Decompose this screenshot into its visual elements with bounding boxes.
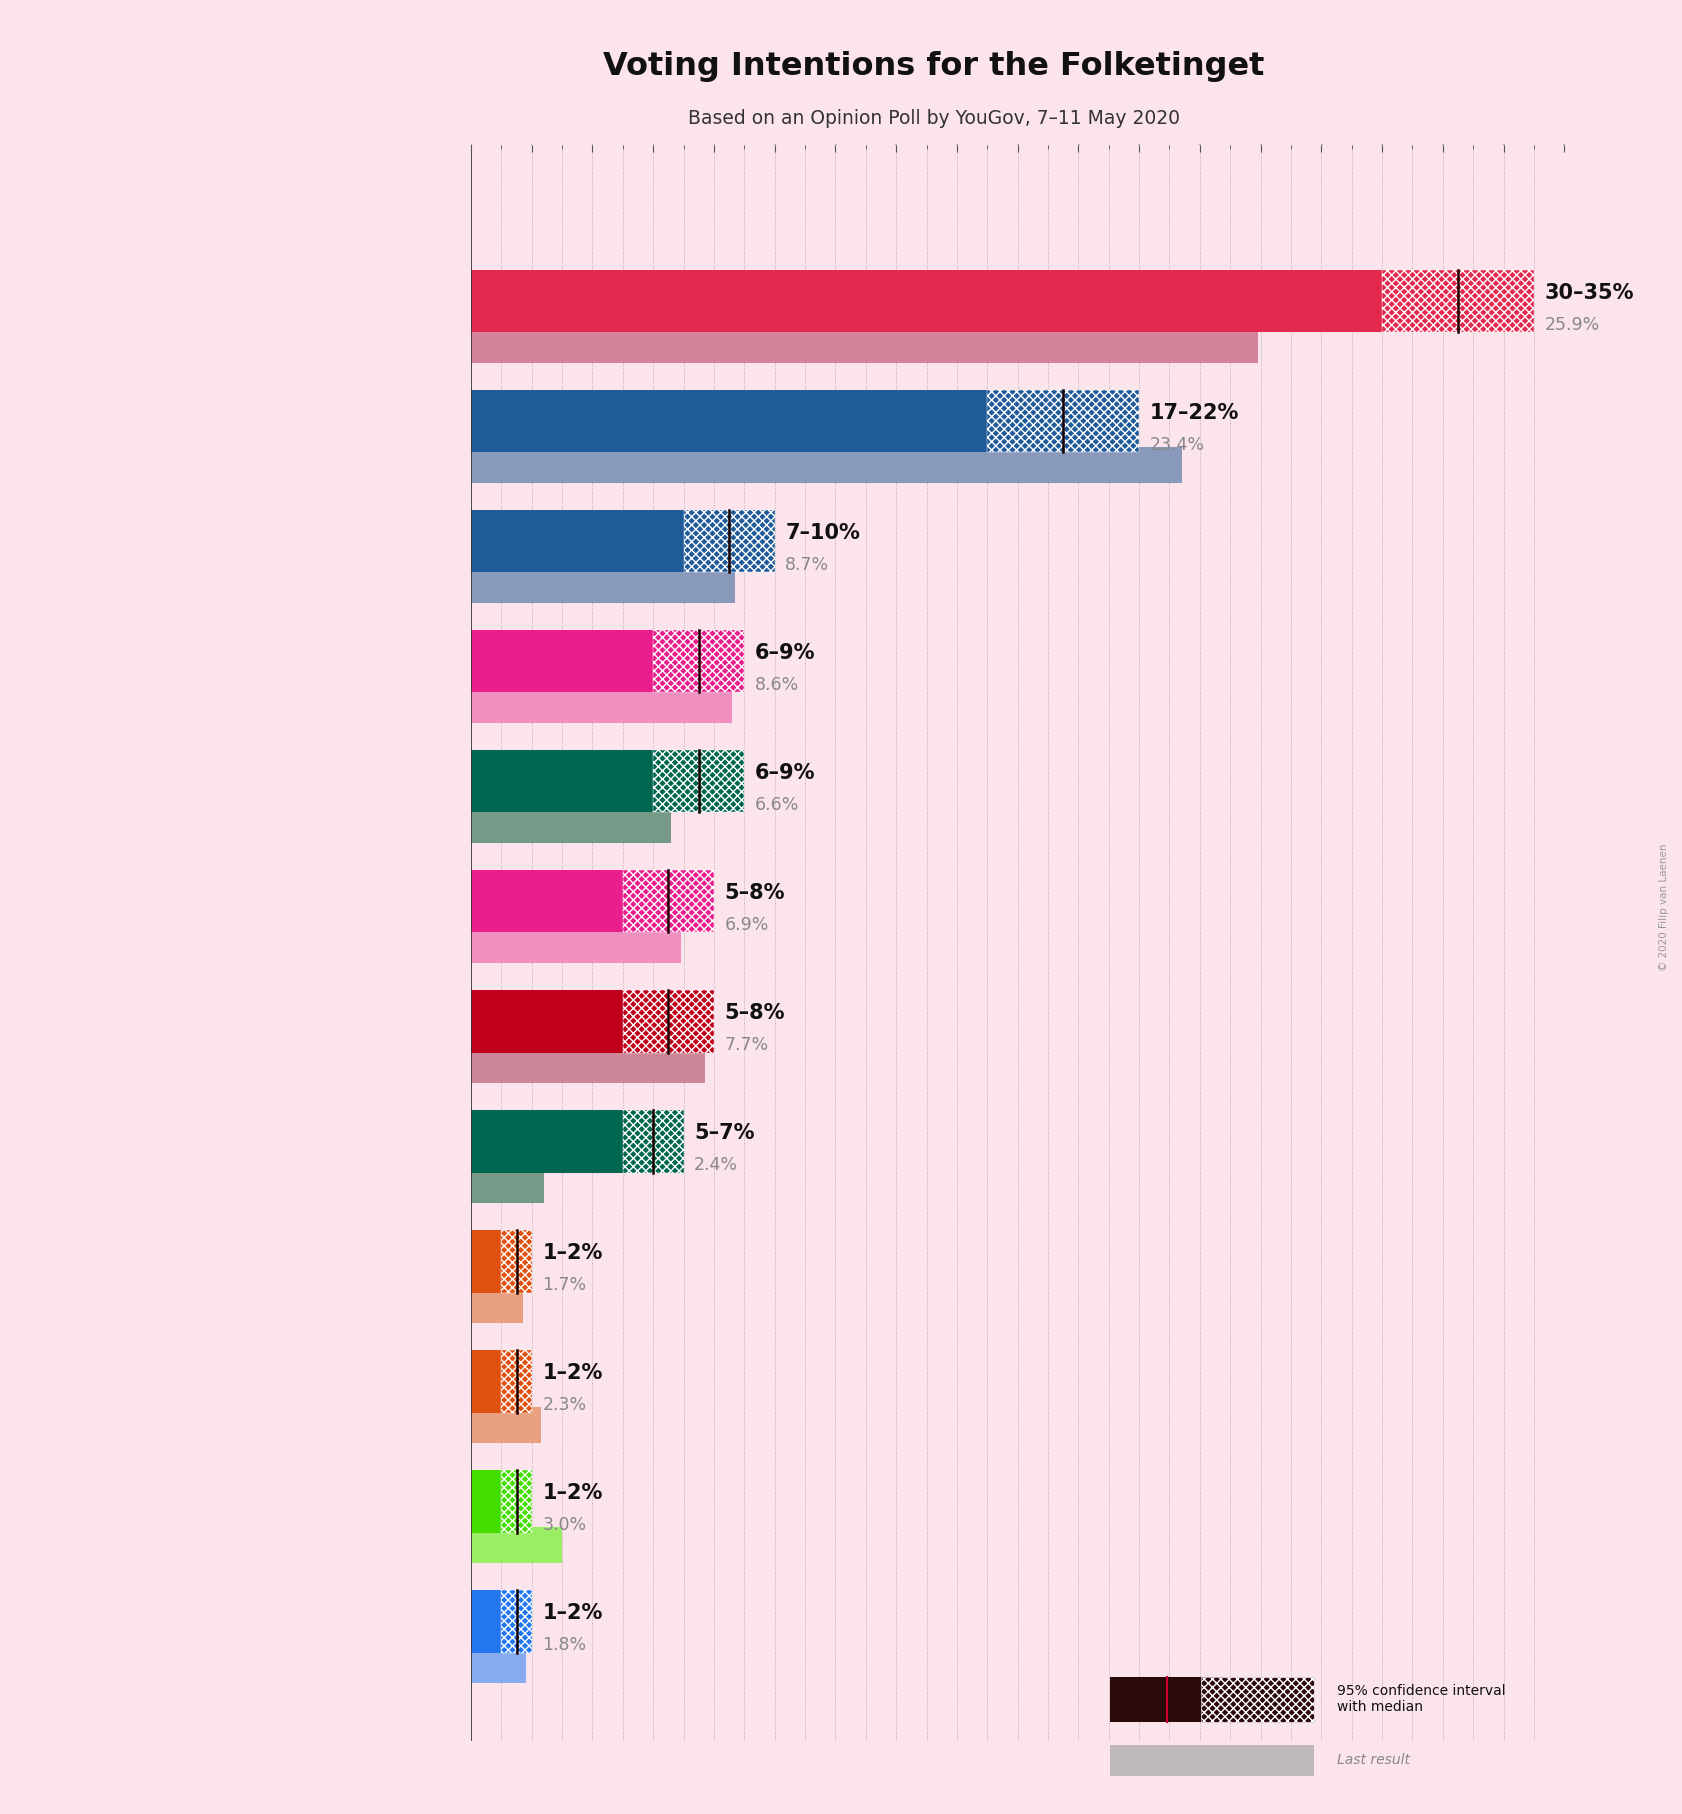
Text: Last result: Last result [1337, 1754, 1410, 1767]
Bar [471, 990, 622, 1052]
Bar [471, 629, 653, 693]
Text: 30–35%: 30–35% [1544, 283, 1633, 303]
Text: 6–9%: 6–9% [755, 764, 816, 784]
Bar [471, 568, 735, 602]
Text: 5–7%: 5–7% [695, 1123, 755, 1143]
Text: 5–8%: 5–8% [725, 1003, 785, 1023]
Text: 1–2%: 1–2% [542, 1604, 602, 1624]
Text: 1–2%: 1–2% [542, 1484, 602, 1504]
Text: 8.6%: 8.6% [755, 677, 799, 695]
Bar [987, 390, 1139, 452]
Text: 1–2%: 1–2% [542, 1362, 602, 1382]
Text: Voting Intentions for the Folketinget: Voting Intentions for the Folketinget [602, 51, 1265, 82]
Bar [471, 688, 732, 724]
Text: 2.4%: 2.4% [695, 1156, 738, 1174]
Bar [471, 390, 987, 452]
Bar [471, 1408, 542, 1444]
Bar [471, 1230, 501, 1293]
Bar [653, 749, 743, 813]
Bar [471, 1047, 705, 1083]
FancyBboxPatch shape [1110, 1676, 1224, 1721]
Text: 5–8%: 5–8% [725, 883, 785, 903]
Bar [471, 1110, 622, 1172]
Bar [471, 749, 653, 813]
Text: 25.9%: 25.9% [1544, 316, 1600, 334]
Bar [471, 446, 1181, 483]
Bar [501, 1350, 532, 1413]
Text: 6.6%: 6.6% [755, 796, 799, 814]
Bar [471, 510, 683, 573]
Bar [501, 1230, 532, 1293]
Bar [622, 1110, 683, 1172]
Text: 1.7%: 1.7% [542, 1277, 587, 1295]
Text: Based on an Opinion Poll by YouGov, 7–11 May 2020: Based on an Opinion Poll by YouGov, 7–11… [688, 109, 1179, 127]
Text: 23.4%: 23.4% [1150, 435, 1204, 454]
Text: 2.3%: 2.3% [542, 1397, 587, 1415]
Text: 95% confidence interval
with median: 95% confidence interval with median [1337, 1683, 1505, 1714]
Bar [501, 1591, 532, 1653]
Text: 1.8%: 1.8% [542, 1636, 587, 1654]
FancyBboxPatch shape [1110, 1745, 1315, 1776]
Bar [471, 1647, 525, 1683]
Bar [471, 1591, 501, 1653]
Bar [471, 1350, 501, 1413]
Bar [501, 1469, 532, 1533]
Text: © 2020 Filip van Laenen: © 2020 Filip van Laenen [1658, 844, 1669, 970]
Bar [471, 927, 681, 963]
Bar [471, 871, 622, 932]
Text: 7–10%: 7–10% [785, 522, 860, 542]
Bar [471, 327, 1258, 363]
Text: 1–2%: 1–2% [542, 1243, 602, 1263]
Bar [683, 510, 775, 573]
Bar [1383, 270, 1534, 332]
Bar [471, 807, 671, 844]
Bar [471, 1286, 523, 1322]
Text: 6–9%: 6–9% [755, 642, 816, 662]
Bar [471, 1166, 543, 1203]
Text: 3.0%: 3.0% [542, 1517, 587, 1535]
Text: 17–22%: 17–22% [1150, 403, 1240, 423]
Bar [471, 1527, 562, 1564]
FancyBboxPatch shape [1201, 1676, 1315, 1721]
Bar [622, 990, 713, 1052]
Text: 6.9%: 6.9% [725, 916, 769, 934]
Text: 7.7%: 7.7% [725, 1036, 769, 1054]
Text: 8.7%: 8.7% [785, 557, 829, 575]
Bar [471, 270, 1383, 332]
Bar [471, 1469, 501, 1533]
Bar [622, 871, 713, 932]
Bar [653, 629, 743, 693]
